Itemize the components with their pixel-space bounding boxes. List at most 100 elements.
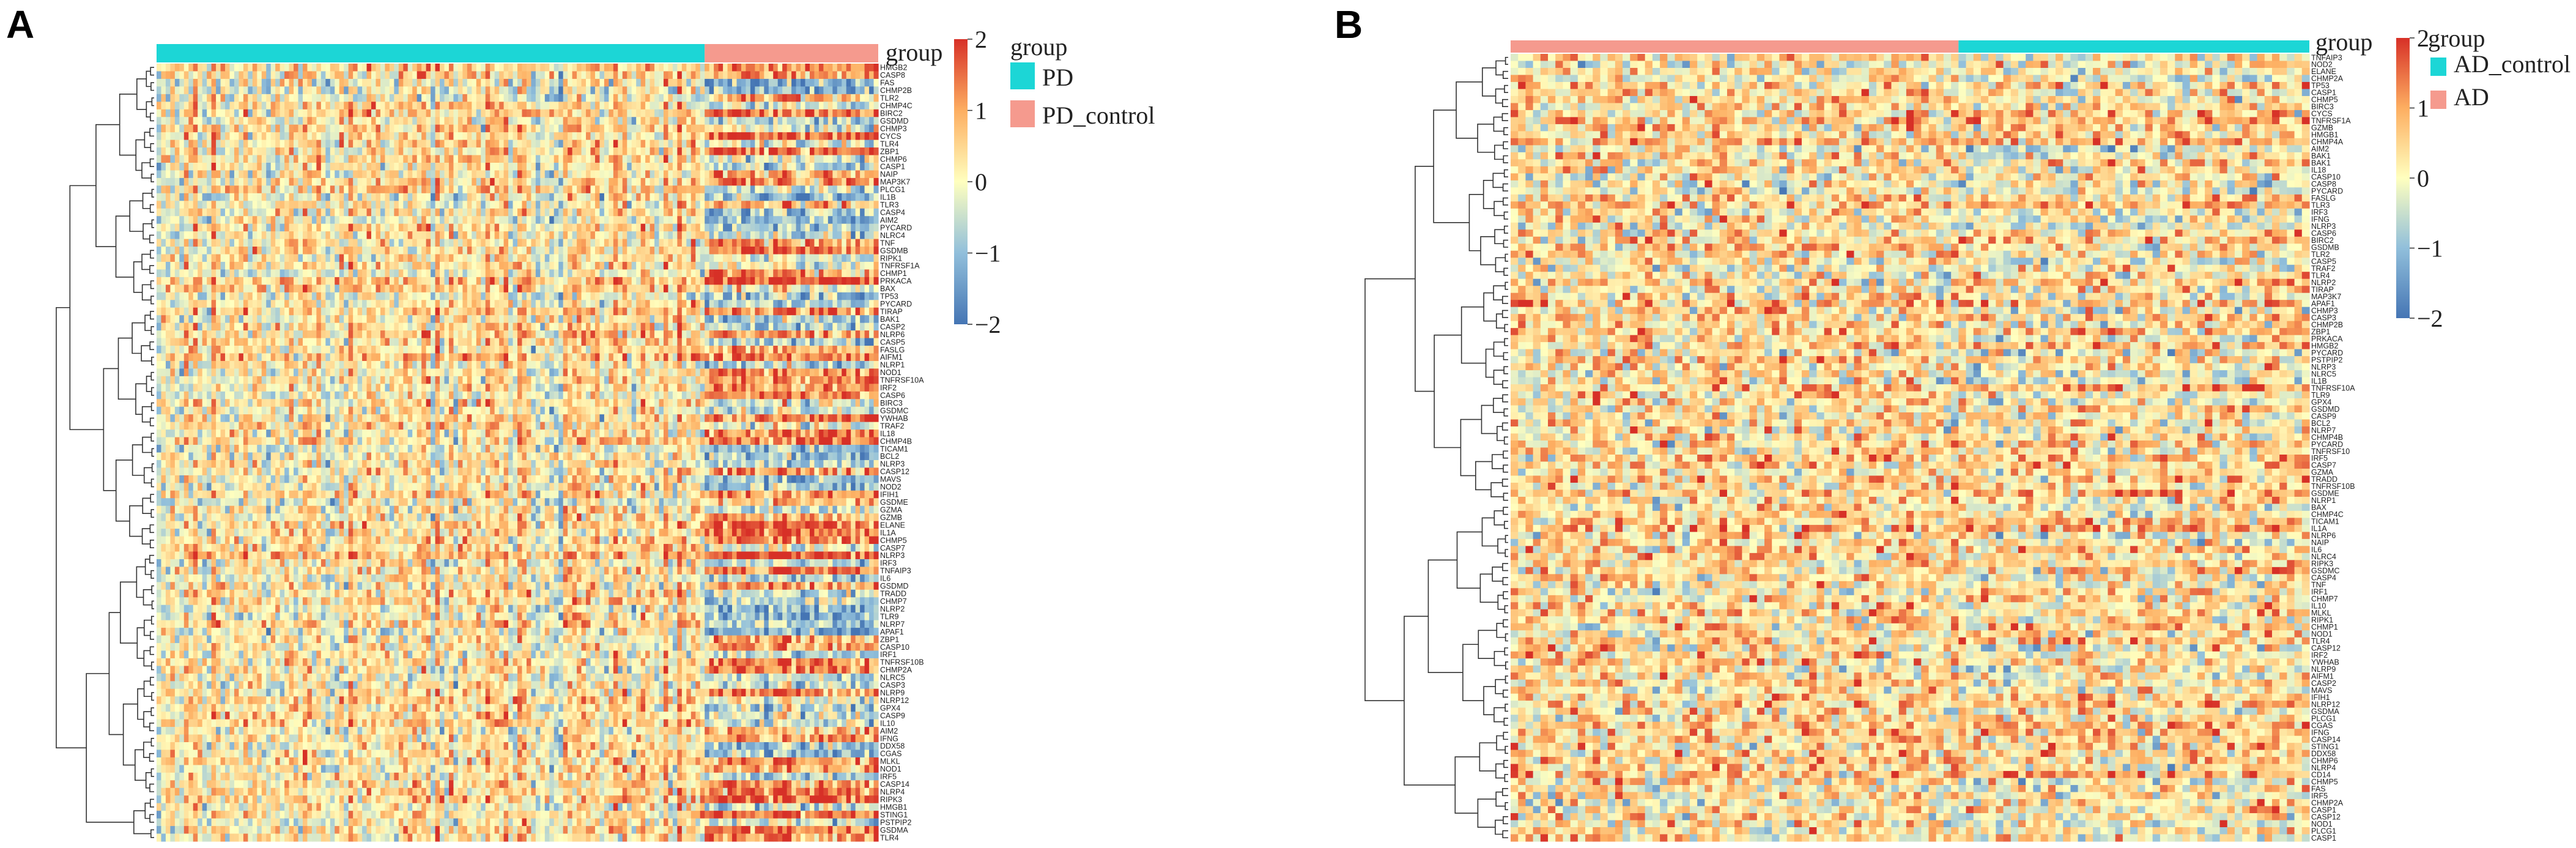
heatmap-cell bbox=[736, 94, 741, 102]
heatmap-cell bbox=[609, 269, 613, 277]
heatmap-cell bbox=[869, 193, 874, 201]
heatmap-cell bbox=[805, 255, 810, 262]
heatmap-cell bbox=[184, 216, 189, 224]
heatmap-cell bbox=[367, 155, 372, 163]
heatmap-cell bbox=[440, 140, 445, 148]
heatmap-cell bbox=[239, 255, 243, 262]
heatmap-cell bbox=[728, 147, 733, 155]
heatmap-cell bbox=[431, 125, 435, 133]
heatmap-cell bbox=[627, 170, 632, 178]
heatmap-cell bbox=[367, 285, 372, 292]
heatmap-cell bbox=[362, 185, 367, 193]
heatmap-cell bbox=[801, 285, 805, 292]
dendrogram-branch bbox=[142, 498, 151, 513]
heatmap-cell bbox=[860, 163, 865, 171]
heatmap-cell bbox=[399, 155, 404, 163]
figure-canvas: A HMGB2CASP8FASCHMP2BTLR2CHMP4CBIRC2GSDM… bbox=[0, 0, 2576, 848]
heatmap-cell bbox=[257, 163, 262, 171]
heatmap-cell bbox=[705, 201, 709, 209]
heatmap-cell bbox=[582, 285, 587, 292]
heatmap-cell bbox=[842, 178, 846, 186]
heatmap-cell bbox=[390, 155, 394, 163]
heatmap-cell bbox=[531, 224, 536, 232]
heatmap-cell bbox=[248, 262, 253, 270]
heatmap-cell bbox=[736, 224, 741, 232]
heatmap-cell bbox=[769, 170, 774, 178]
heatmap-cell bbox=[325, 209, 330, 217]
heatmap-cell bbox=[198, 110, 202, 117]
heatmap-cell bbox=[266, 285, 271, 292]
heatmap-cell bbox=[664, 239, 668, 247]
heatmap-cell bbox=[234, 155, 239, 163]
heatmap-cell bbox=[294, 71, 298, 79]
heatmap-cell bbox=[262, 132, 267, 140]
heatmap-cell bbox=[417, 224, 422, 232]
heatmap-cell bbox=[193, 155, 198, 163]
heatmap-cell bbox=[773, 94, 778, 102]
heatmap-cell bbox=[700, 292, 705, 300]
heatmap-cell bbox=[805, 247, 810, 255]
heatmap-cell bbox=[627, 285, 632, 292]
heatmap-cell bbox=[335, 163, 339, 171]
heatmap-cell bbox=[157, 209, 161, 217]
heatmap-cell bbox=[175, 292, 180, 300]
heatmap-cell bbox=[188, 209, 193, 217]
heatmap-cell bbox=[362, 262, 367, 270]
heatmap-cell bbox=[353, 201, 358, 209]
heatmap-cell bbox=[212, 255, 217, 262]
heatmap-cell bbox=[732, 102, 737, 110]
heatmap-cell bbox=[481, 110, 486, 117]
heatmap-cell bbox=[179, 125, 184, 133]
heatmap-cell bbox=[312, 178, 317, 186]
heatmap-cell bbox=[613, 292, 618, 300]
heatmap-cell bbox=[508, 193, 513, 201]
heatmap-cell bbox=[216, 247, 221, 255]
heatmap-cell bbox=[632, 178, 637, 186]
heatmap-cell bbox=[782, 231, 787, 239]
heatmap-cell bbox=[700, 86, 705, 94]
heatmap-cell bbox=[303, 132, 308, 140]
heatmap-cell bbox=[782, 132, 787, 140]
heatmap-cell bbox=[408, 247, 413, 255]
heatmap-cell bbox=[166, 178, 171, 186]
heatmap-cell bbox=[604, 140, 609, 148]
heatmap-cell bbox=[645, 231, 650, 239]
heatmap-cell bbox=[198, 79, 202, 87]
heatmap-cell bbox=[549, 209, 554, 217]
heatmap-cell bbox=[736, 193, 741, 201]
heatmap-cell bbox=[161, 216, 166, 224]
heatmap-cell bbox=[380, 231, 385, 239]
heatmap-cell bbox=[212, 178, 217, 186]
heatmap-cell bbox=[216, 285, 221, 292]
heatmap-cell bbox=[481, 231, 486, 239]
heatmap-cell bbox=[440, 132, 445, 140]
heatmap-cell bbox=[243, 94, 248, 102]
heatmap-cell bbox=[700, 224, 705, 232]
heatmap-cell bbox=[394, 178, 399, 186]
heatmap-cell bbox=[367, 247, 372, 255]
heatmap-cell bbox=[157, 277, 161, 285]
heatmap-cell bbox=[769, 209, 774, 217]
heatmap-cell bbox=[723, 209, 728, 217]
heatmap-cell bbox=[755, 255, 760, 262]
heatmap-cell bbox=[157, 132, 161, 140]
dendrogram-branch bbox=[142, 285, 151, 300]
heatmap-cell bbox=[449, 231, 454, 239]
heatmap-cell bbox=[284, 185, 289, 193]
heatmap-cell bbox=[462, 178, 467, 186]
heatmap-cell bbox=[732, 132, 737, 140]
heatmap-cell bbox=[842, 216, 846, 224]
heatmap-cell bbox=[782, 86, 787, 94]
heatmap-cell bbox=[303, 255, 308, 262]
heatmap-cell bbox=[390, 94, 394, 102]
heatmap-cell bbox=[659, 155, 664, 163]
heatmap-cell bbox=[865, 247, 870, 255]
heatmap-cell bbox=[545, 201, 550, 209]
heatmap-cell bbox=[312, 125, 317, 133]
heatmap-cell bbox=[266, 178, 271, 186]
heatmap-cell bbox=[412, 209, 417, 217]
heatmap-cell bbox=[664, 86, 668, 94]
heatmap-cell bbox=[782, 79, 787, 87]
heatmap-cell bbox=[860, 170, 865, 178]
heatmap-cell bbox=[618, 117, 623, 125]
